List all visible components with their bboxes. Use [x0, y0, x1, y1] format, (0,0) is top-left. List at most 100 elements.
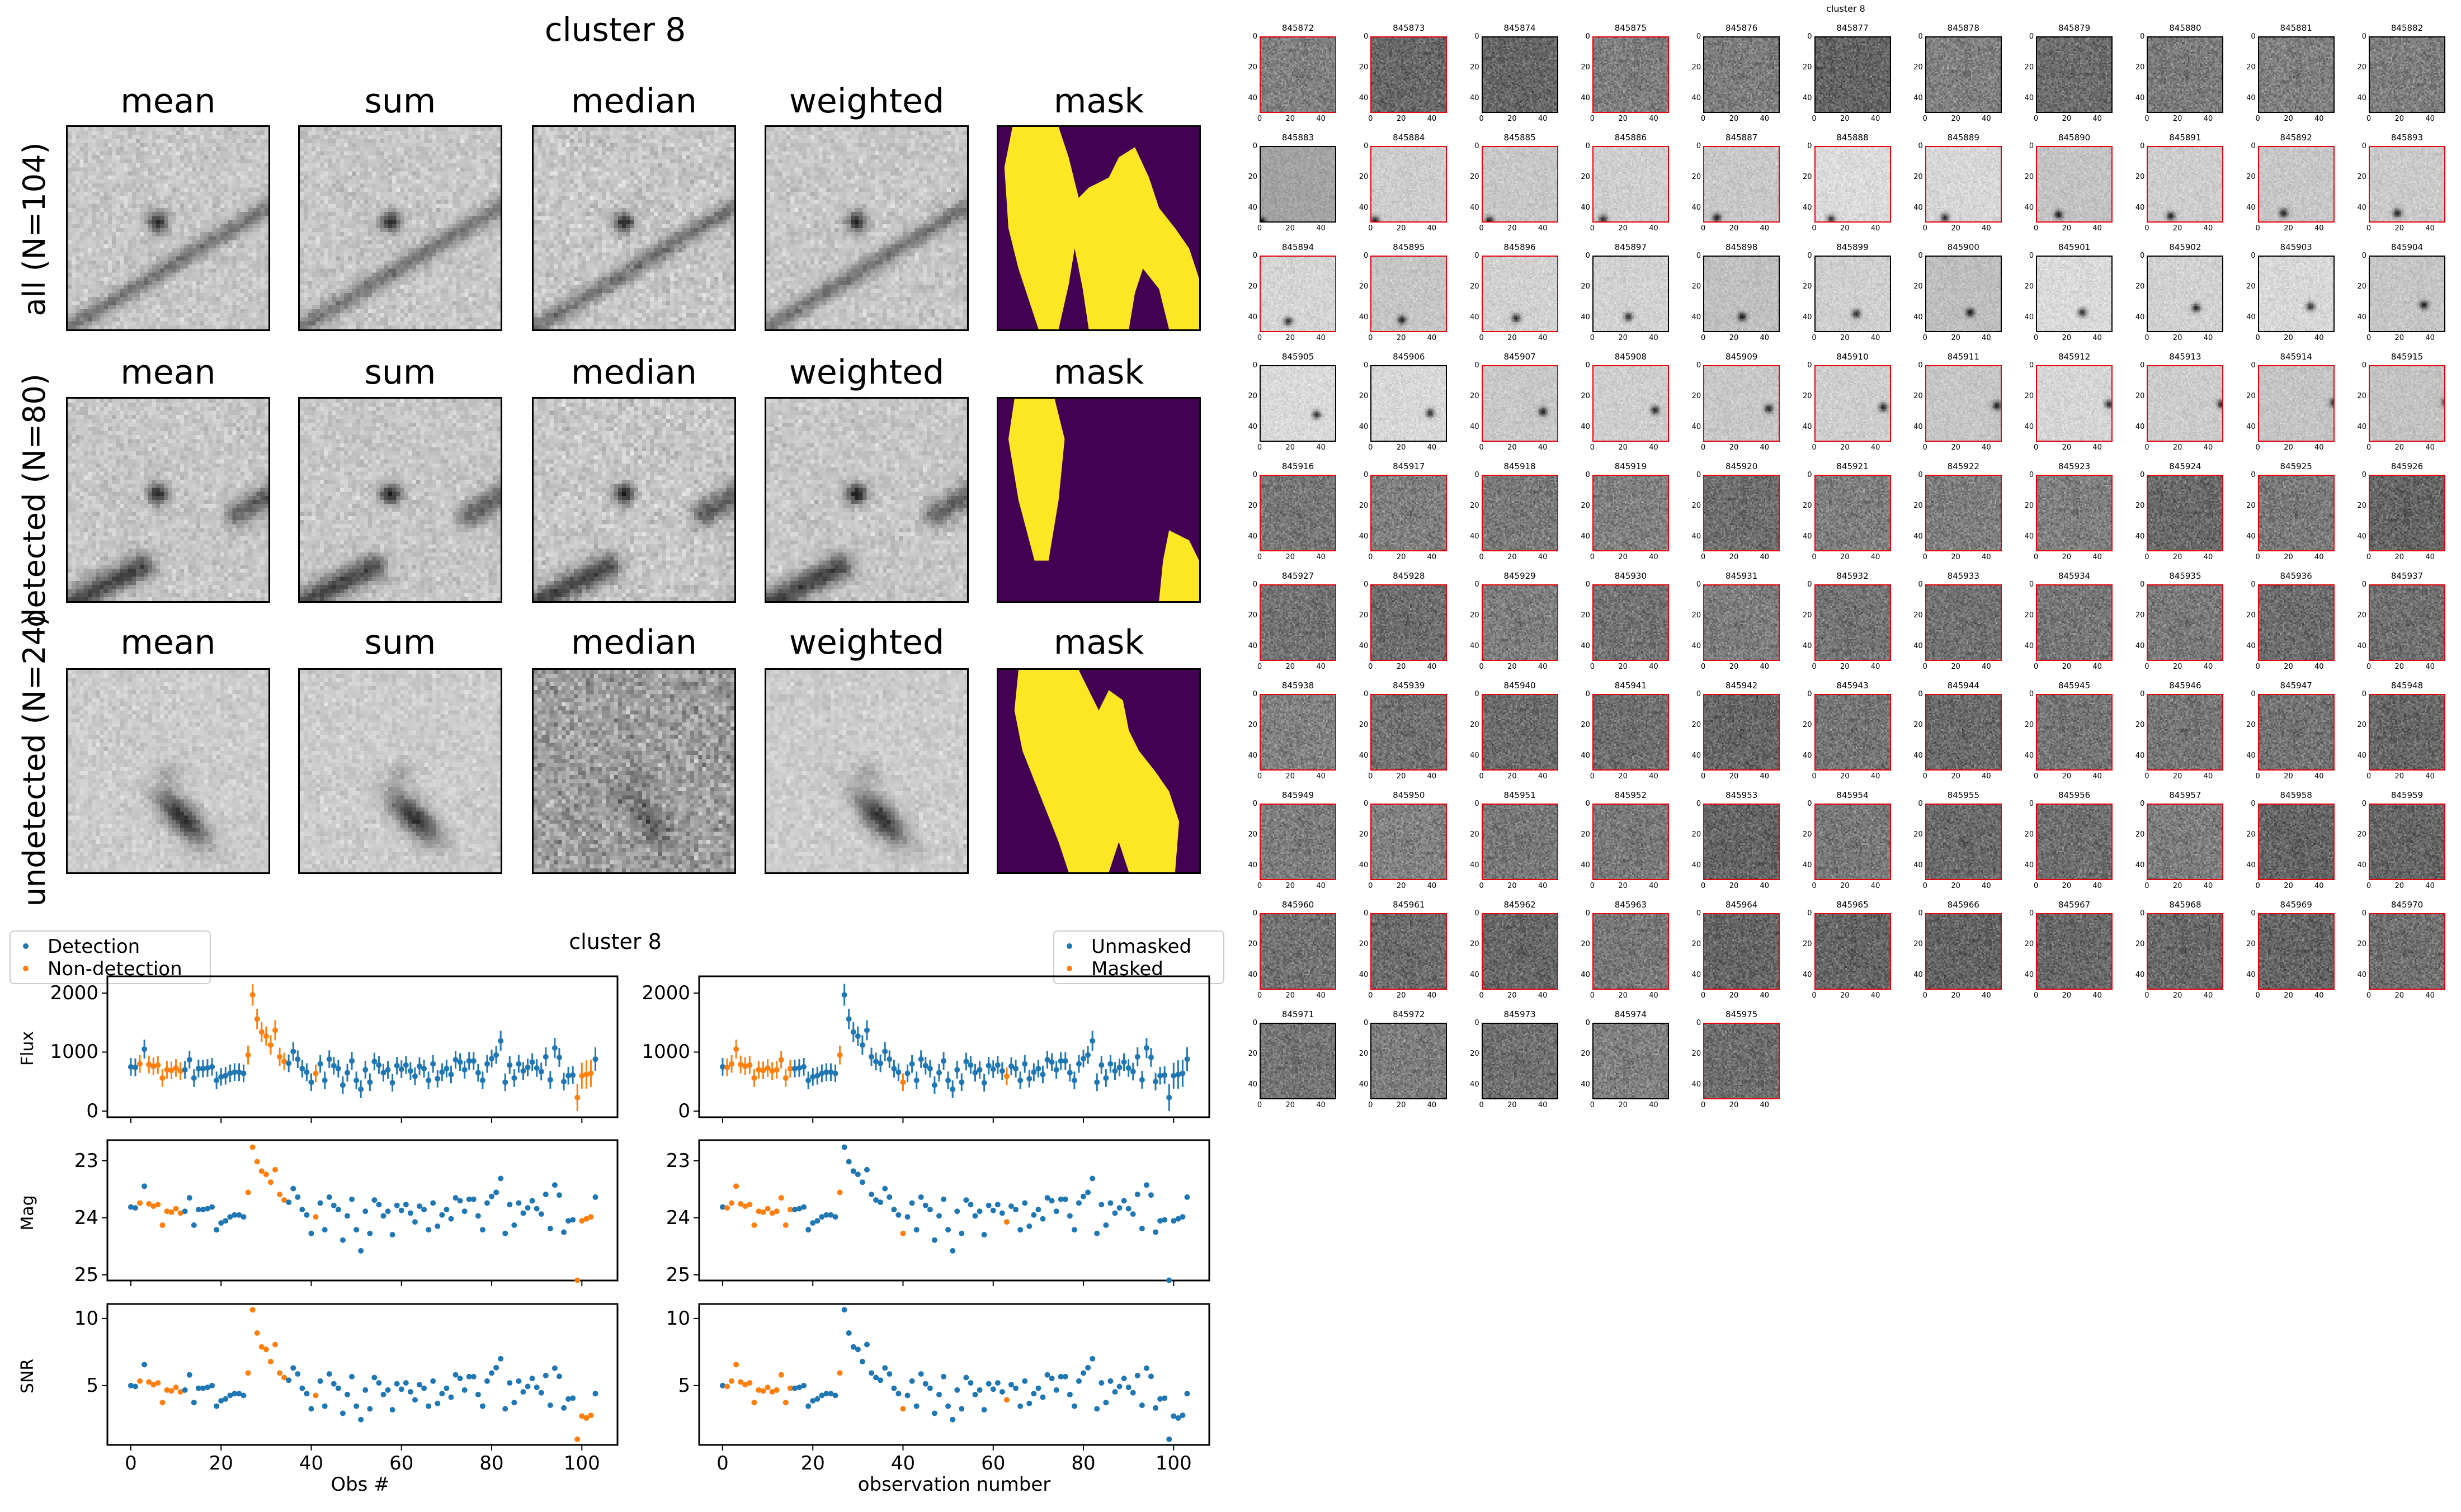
thumbnail-y-tick: 20 — [1913, 720, 1923, 729]
thumbnail-x-tick: 0 — [2255, 772, 2260, 781]
data-point-blue — [479, 1078, 485, 1084]
thumbnail-x-tick: 20 — [1729, 663, 1739, 671]
data-point-blue — [551, 1365, 558, 1371]
thumbnail-y-tick: 40 — [1470, 1080, 1479, 1089]
thumbnail-title: 845887 — [1725, 133, 1758, 143]
data-point-blue — [344, 1213, 350, 1219]
thumbnail-y-tick: 0 — [2361, 580, 2366, 589]
thumbnail-x-tick: 0 — [2033, 224, 2039, 233]
data-point-blue — [990, 1207, 996, 1213]
thumbnail-x-tick: 0 — [1479, 224, 1484, 233]
data-point-blue — [950, 1248, 956, 1254]
data-point-orange — [272, 1166, 278, 1173]
data-point-blue — [945, 1227, 951, 1233]
data-point-blue — [819, 1070, 825, 1076]
thumbnail-x-tick: 0 — [1701, 553, 1706, 561]
data-point-blue — [430, 1061, 436, 1067]
thumbnail-title: 845973 — [1503, 1009, 1536, 1019]
thumbnail-x-tick: 0 — [1701, 882, 1706, 890]
data-point-blue — [398, 1207, 404, 1213]
data-point-orange — [778, 1372, 784, 1378]
data-point-blue — [1157, 1396, 1163, 1402]
data-point-blue — [1184, 1056, 1190, 1062]
thumbnail-y-tick: 0 — [1252, 32, 1257, 41]
thumbnail-title: 845906 — [1393, 352, 1425, 362]
column-title: median — [571, 82, 697, 121]
thumbnail-y-tick: 20 — [1691, 391, 1701, 400]
data-point-orange — [258, 1344, 265, 1350]
data-point-blue — [1134, 1191, 1140, 1197]
thumbnail-image — [1592, 365, 1669, 442]
data-point-blue — [205, 1385, 211, 1391]
thumbnail-x-tick: 0 — [1922, 991, 1927, 1000]
thumbnail-x-tick: 40 — [2203, 882, 2213, 890]
thumbnail-x-tick: 40 — [2314, 991, 2324, 1000]
data-point-blue — [823, 1212, 829, 1218]
data-point-blue — [209, 1382, 215, 1388]
thumbnail-y-tick: 20 — [2246, 720, 2256, 729]
data-point-orange — [729, 1061, 735, 1067]
data-point-blue — [1053, 1067, 1059, 1073]
data-point-orange — [146, 1061, 152, 1067]
thumbnail-y-tick: 20 — [2135, 720, 2145, 729]
thumbnail-x-tick: 40 — [1316, 553, 1326, 561]
data-point-blue — [489, 1370, 495, 1376]
data-point-blue — [534, 1385, 540, 1391]
stamp-mask-image — [997, 668, 1201, 874]
thumbnail-y-tick: 20 — [1470, 830, 1479, 839]
data-point-orange — [787, 1207, 793, 1213]
thumbnail-y-tick: 0 — [1364, 471, 1369, 479]
data-point-blue — [1121, 1198, 1127, 1204]
data-point-orange — [729, 1200, 735, 1206]
thumbnail-y-tick: 0 — [2361, 32, 2366, 41]
thumbnail-y-tick: 0 — [1585, 580, 1590, 589]
column-title: mean — [120, 82, 216, 121]
data-point-orange — [313, 1214, 319, 1220]
thumbnail-y-tick: 0 — [1585, 32, 1590, 41]
thumbnail-y-tick: 40 — [1802, 313, 1812, 322]
data-point-orange — [751, 1222, 757, 1228]
thumbnail-y-tick: 0 — [1474, 1019, 1479, 1027]
thumbnail-y-tick: 20 — [2024, 282, 2034, 291]
data-point-blue — [358, 1086, 364, 1092]
data-point-blue — [936, 1391, 942, 1397]
thumbnail-title: 845928 — [1393, 571, 1425, 581]
thumbnail-y-tick: 20 — [1470, 282, 1479, 291]
thumbnail-x-tick: 40 — [1760, 443, 1770, 452]
thumbnail-y-tick: 40 — [2246, 313, 2256, 322]
data-point-blue — [1085, 1052, 1091, 1058]
thumbnail-y-tick: 0 — [1252, 142, 1257, 150]
thumbnail-y-tick: 0 — [1252, 1019, 1257, 1027]
data-point-blue — [1107, 1061, 1114, 1067]
thumbnail-x-tick: 40 — [2425, 224, 2435, 233]
thumbnail-y-tick: 40 — [1691, 1080, 1701, 1089]
thumbnail-x-tick: 40 — [1538, 772, 1548, 781]
data-point-blue — [931, 1082, 937, 1088]
thumbnail-x-tick: 0 — [2366, 443, 2372, 452]
thumbnail-image — [2036, 36, 2113, 113]
thumbnail-y-tick: 40 — [1691, 641, 1701, 650]
thumbnail-x-tick: 0 — [1812, 772, 1817, 781]
thumbnail-title: 845959 — [2391, 790, 2424, 800]
thumbnail-x-tick: 40 — [2092, 224, 2102, 233]
thumbnail-x-tick: 0 — [1922, 334, 1927, 342]
data-point-blue — [502, 1079, 508, 1085]
thumbnail-y-tick: 0 — [1585, 909, 1590, 918]
thumbnail-x-tick: 20 — [1618, 991, 1628, 1000]
thumbnail-image — [1592, 584, 1669, 661]
thumbnail-x-tick: 20 — [1951, 663, 1960, 671]
thumbnail-x-tick: 40 — [1316, 663, 1326, 671]
thumbnail-x-tick: 0 — [1812, 553, 1817, 561]
thumbnail-y-tick: 0 — [1696, 690, 1701, 698]
thumbnail-y-tick: 20 — [1359, 830, 1369, 839]
thumbnail-x-tick: 0 — [2144, 334, 2149, 342]
legend-mask: Unmasked Masked — [1053, 930, 1224, 984]
thumbnail-y-tick: 0 — [2029, 252, 2034, 260]
thumbnail-image — [1481, 804, 1558, 880]
data-point-blue — [846, 1016, 852, 1022]
thumbnail-x-tick: 0 — [2366, 991, 2372, 1000]
thumbnail-y-tick: 0 — [2251, 32, 2256, 41]
thumbnail-image — [1481, 256, 1558, 332]
data-point-orange — [579, 1218, 585, 1224]
thumbnail-y-tick: 20 — [1359, 501, 1369, 510]
